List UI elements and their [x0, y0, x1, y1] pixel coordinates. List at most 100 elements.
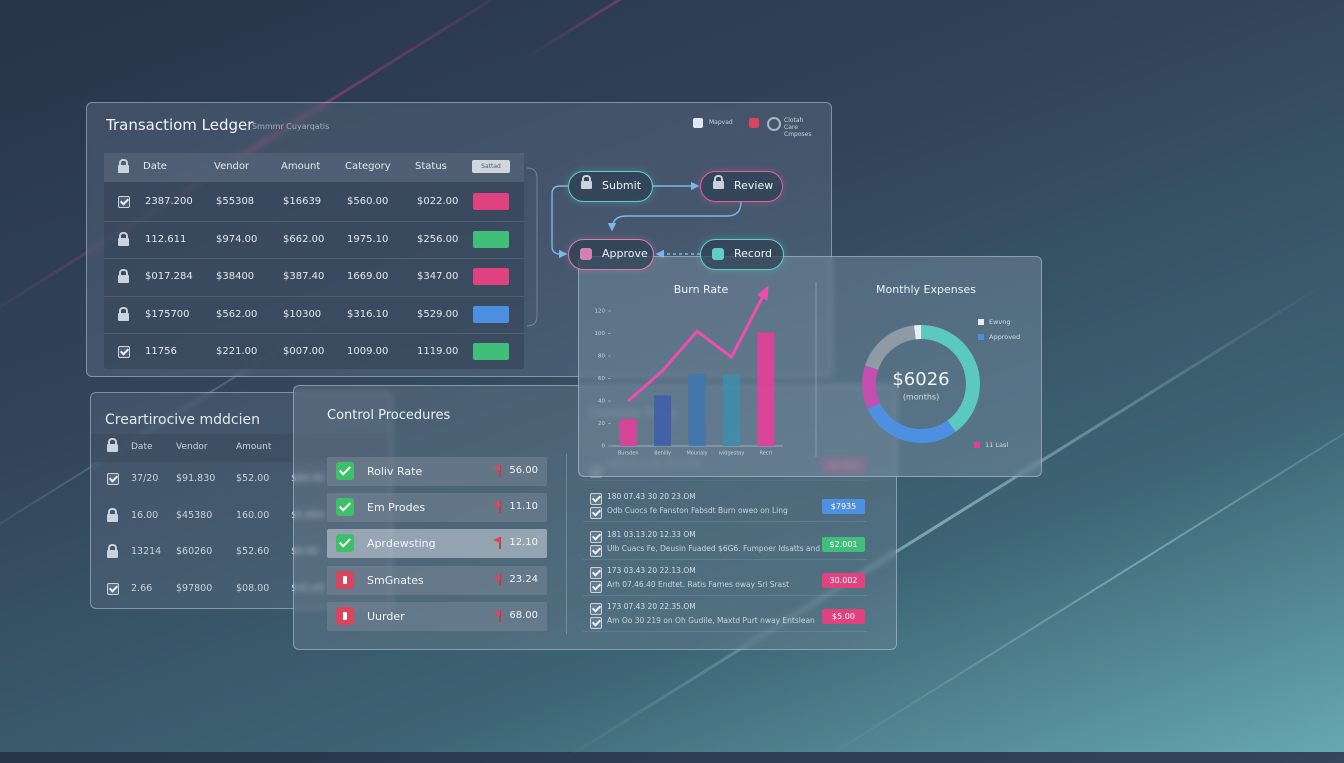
cell: $387.40 — [283, 271, 325, 283]
status-badge — [473, 193, 509, 210]
legend-label: Ewvng — [989, 318, 1011, 326]
status-bad — [336, 606, 354, 625]
control-value: 23.24 — [509, 573, 538, 585]
y-tick-label: 100 — [595, 331, 606, 337]
checkbox[interactable] — [590, 531, 602, 543]
checkbox[interactable] — [590, 507, 602, 519]
checkbox[interactable] — [107, 473, 119, 485]
y-tick-label: 20 — [598, 421, 605, 427]
bar — [757, 332, 775, 446]
cell: $55308 — [216, 196, 255, 207]
cell: 13214 — [131, 546, 162, 557]
cell: $529.00 — [417, 308, 459, 320]
legend-swatch — [978, 319, 984, 325]
control-item[interactable]: Roliv Rate 56.00 — [327, 457, 547, 486]
cell: 1009.00 — [347, 346, 389, 358]
checkbox[interactable] — [118, 196, 130, 208]
checkbox[interactable] — [590, 603, 602, 615]
column-header: Amount — [236, 442, 272, 452]
node-icon — [712, 248, 724, 260]
lock-icon — [118, 306, 129, 321]
checkbox[interactable] — [118, 346, 130, 359]
log-badge: 30.002 — [822, 573, 865, 588]
flag-icon — [493, 537, 501, 550]
x-tick-label: Behilly — [654, 451, 671, 457]
donut-caption: (months) — [903, 393, 939, 402]
control-item[interactable]: SmGnates 23.24 — [327, 565, 547, 595]
control-name: Roliv Rate — [367, 465, 423, 478]
action-icon[interactable] — [767, 117, 781, 131]
workflow-node[interactable]: Record — [700, 239, 784, 270]
divider — [566, 454, 567, 634]
action-icon[interactable] — [693, 118, 703, 128]
column-header: Date — [143, 161, 167, 172]
node-label: Review — [734, 179, 774, 192]
row-divider — [104, 295, 524, 297]
checkbox[interactable] — [590, 581, 602, 593]
cell: $38400 — [216, 271, 255, 283]
control-name: SmGnates — [367, 573, 424, 587]
bar — [688, 374, 706, 446]
flag-icon — [493, 501, 501, 514]
workflow-node[interactable]: Approve — [568, 239, 654, 270]
x-tick-label: Ividgestay — [718, 451, 744, 457]
lock-icon — [713, 175, 724, 189]
cell: 112.611 — [145, 233, 187, 245]
status-badge — [473, 230, 509, 248]
workflow-node[interactable]: Review — [700, 171, 783, 202]
checkbox[interactable] — [590, 493, 602, 505]
status-badge — [473, 305, 509, 323]
donut-segment — [862, 325, 980, 443]
cell: 37/20 — [131, 473, 159, 484]
y-tick-label: 0 — [602, 444, 606, 450]
column-header: Vendor — [214, 161, 250, 172]
checkbox[interactable] — [590, 545, 602, 557]
status-badge — [473, 268, 509, 286]
bar — [619, 419, 637, 446]
cell: $560.00 — [347, 196, 389, 207]
controls-title: Control Procedures — [327, 408, 451, 423]
chart-panel: Burn Rate 0 20 40 60 80 100 120 Bursden Behilly Mo… — [578, 256, 1042, 477]
log-text: Am Oo 30 219 on Oh Gudile, Maxtd Purt nw… — [607, 616, 815, 625]
legend-label: Approved — [989, 333, 1020, 341]
status-ok — [336, 534, 354, 553]
trend-arrowhead — [756, 285, 769, 301]
status-bad — [336, 570, 354, 589]
x-tick-label: Bursden — [618, 451, 639, 457]
cell: 160.00 — [236, 509, 270, 521]
action-icon[interactable] — [749, 118, 759, 128]
control-item[interactable]: Em Prodes 11.10 — [327, 493, 547, 523]
cell: $10300 — [283, 308, 322, 320]
log-time: 173 07.43 20 22.35.OM — [607, 602, 696, 611]
log-entry: 173 07.43 20 22.35.OM Am Oo 30 219 on Oh … — [583, 598, 867, 632]
log-badge: $5.00 — [822, 609, 865, 624]
cell: $91.830 — [176, 473, 216, 484]
header-badge: Sattad — [472, 160, 510, 173]
control-item[interactable]: Uurder 68.00 — [327, 601, 547, 631]
ledger-subtitle: Smmmr Cuyarqatis — [252, 122, 330, 131]
checkbox[interactable] — [590, 567, 602, 579]
table-header — [104, 153, 524, 182]
checkbox[interactable] — [590, 617, 602, 629]
status-ok — [336, 462, 354, 480]
x-tick-label: Mounaly — [686, 451, 707, 457]
workflow-node[interactable]: Submit — [568, 171, 653, 202]
trend-line — [627, 290, 768, 403]
status-ok — [336, 498, 354, 517]
column-header: Amount — [281, 161, 321, 172]
checkbox[interactable] — [107, 582, 119, 595]
cell: $97800 — [176, 582, 213, 594]
control-name: Em Prodes — [367, 501, 426, 515]
cell: $52.60 — [236, 546, 270, 557]
lock-icon — [118, 269, 129, 284]
log-text: Arh 07.46.40 Endtet. Ratis Farnes oway S… — [607, 580, 790, 589]
control-item[interactable]: Aprdewsting 12.10 — [327, 529, 547, 559]
action-label: Clotah Care Cmposes — [784, 117, 812, 138]
flag-icon — [493, 609, 501, 622]
log-text: Ulb Cuacs Fe, Deusin Fuaded $6G6. Fumpoe… — [607, 544, 821, 553]
lock-icon — [107, 507, 118, 522]
donut-segment — [862, 325, 980, 443]
control-name: Aprdewsting — [367, 537, 436, 551]
